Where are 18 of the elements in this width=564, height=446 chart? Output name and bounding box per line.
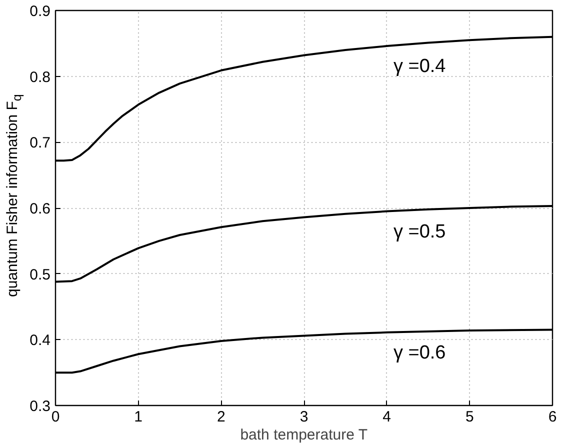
x-tick-label: 5: [465, 408, 474, 426]
y-tick-label: 0.9: [30, 3, 51, 20]
series-label: γ =0.6: [393, 342, 446, 364]
y-tick-label: 0.4: [30, 332, 51, 350]
x-tick-label: 0: [51, 408, 60, 426]
x-axis-title: bath temperature T: [240, 426, 368, 444]
y-tick-label: 0.7: [30, 134, 51, 152]
x-tick-label: 2: [216, 408, 226, 426]
y-tick-label: 0.3: [30, 398, 51, 415]
series-label: γ =0.4: [393, 56, 446, 78]
y-tick-label: 0.8: [30, 68, 51, 86]
x-tick-label: 3: [300, 408, 308, 426]
series-label: γ =0.5: [393, 221, 446, 242]
x-tick-label: 6: [548, 408, 557, 426]
x-tick-label: 1: [134, 408, 143, 426]
y-tick-label: 0.5: [30, 266, 51, 284]
y-tick-label: 0.6: [30, 200, 51, 218]
x-tick-label: 4: [382, 408, 392, 426]
